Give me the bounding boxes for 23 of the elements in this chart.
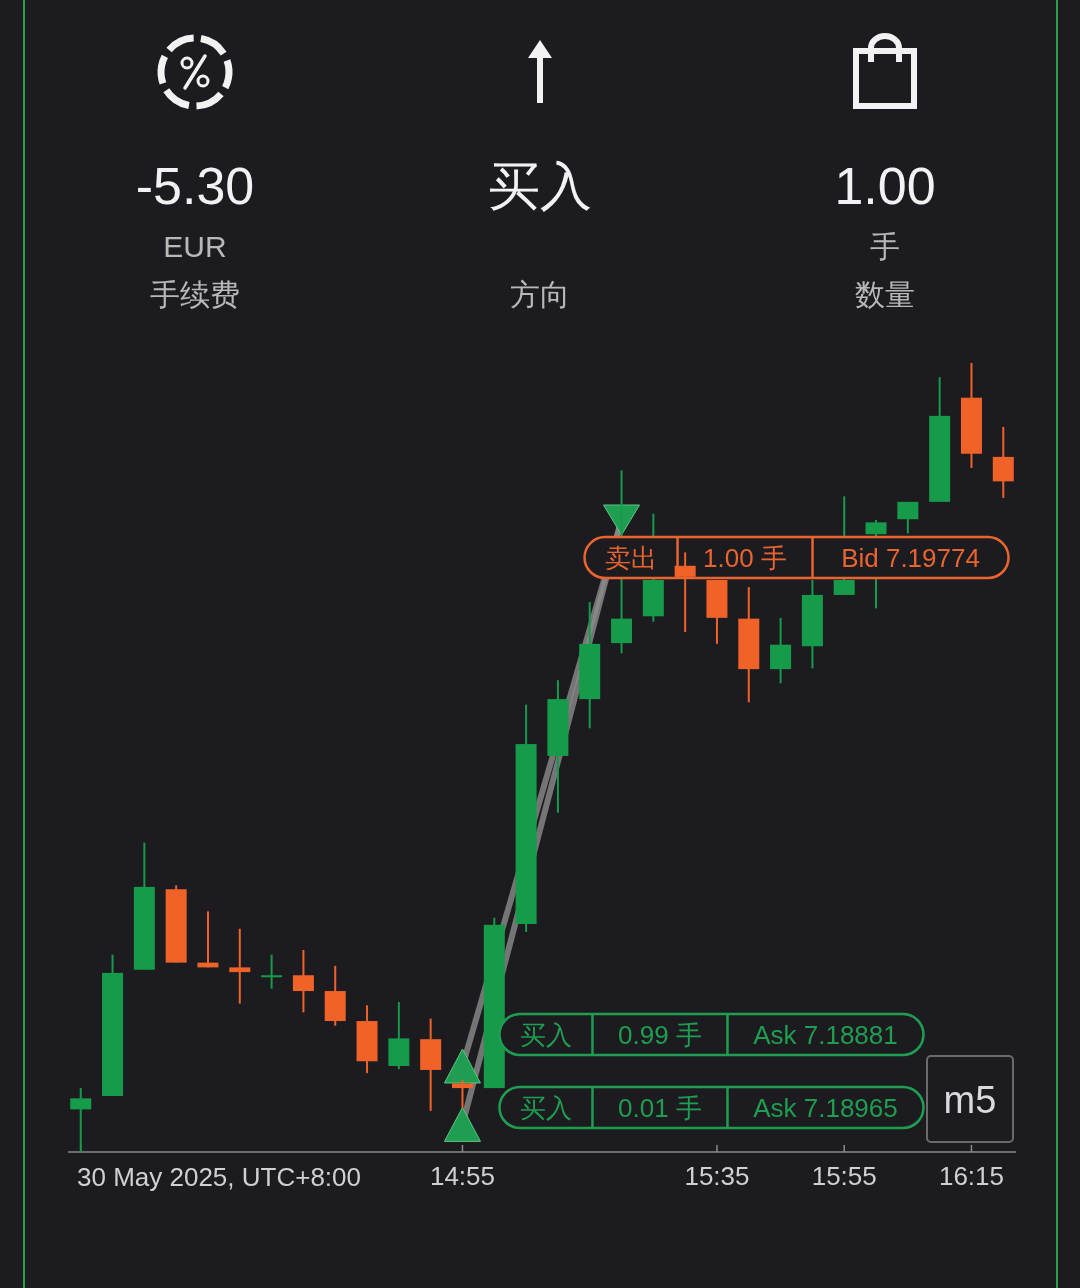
series-label: 卖出 [605, 543, 658, 574]
text: 1.00 [834, 157, 936, 215]
annotation: 0.01 手 [618, 1093, 702, 1123]
x-tick-label: 14:55 [429, 1161, 496, 1191]
category-label: 方向 [510, 278, 570, 311]
text: -5.30 [135, 157, 255, 215]
x-axis-title: 30 May 2025, UTC+8:00 [77, 1162, 361, 1192]
category-label: 数量 [855, 278, 915, 311]
x-tick-label: 15:35 [684, 1161, 750, 1191]
x-tick-label: 16:15 [938, 1161, 1004, 1191]
annotation: 1.00 手 [703, 543, 787, 574]
text: EUR [163, 230, 227, 263]
annotation: m5 [943, 1079, 997, 1121]
text: 手 [870, 230, 900, 263]
annotation: Bid 7.19774 [841, 543, 980, 574]
annotation: Ask 7.18881 [753, 1020, 898, 1050]
annotation: Ask 7.18965 [753, 1093, 898, 1123]
category-label: 手续费 [150, 278, 240, 311]
text: 买入 [488, 157, 592, 215]
text: 买入 [519, 1093, 572, 1123]
x-tick-label: 15:55 [811, 1161, 877, 1191]
legend-label: 买入 [519, 1020, 572, 1050]
annotation: 0.99 手 [618, 1020, 702, 1050]
